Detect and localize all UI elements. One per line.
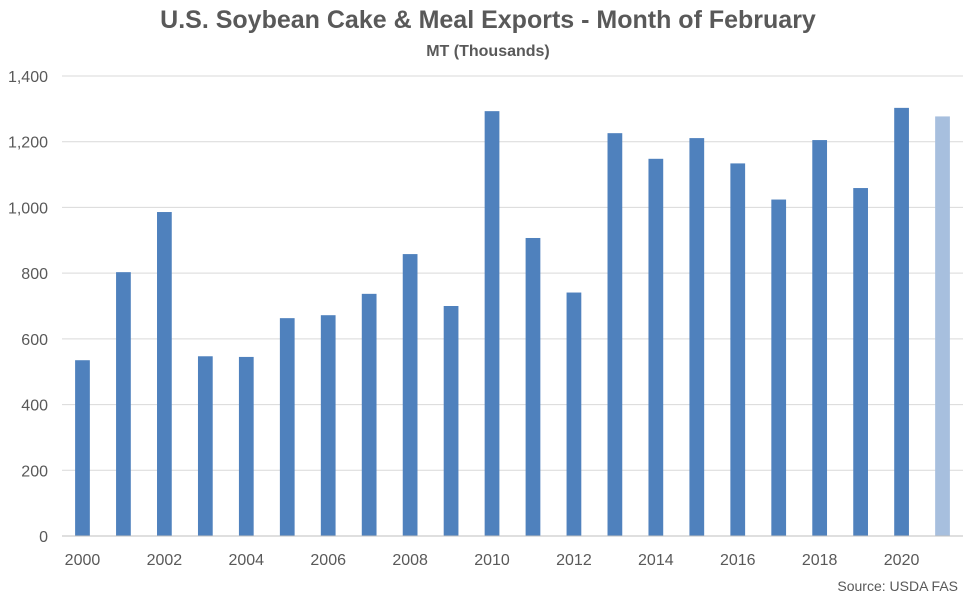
- y-tick-label: 600: [21, 332, 48, 349]
- bar-2010: [484, 111, 500, 537]
- bar-2019: [853, 188, 868, 537]
- x-tick-label: 2006: [310, 552, 346, 569]
- x-tick-label: 2020: [884, 552, 920, 569]
- y-tick-labels: 0 200 400 600 800 1,000 1,200 1,400: [8, 69, 48, 546]
- bar-2006: [320, 315, 336, 536]
- y-tick-label: 800: [21, 266, 48, 283]
- y-tick-label: 1,000: [8, 200, 48, 217]
- y-tick-label: 200: [21, 463, 48, 480]
- bar-2017: [771, 199, 787, 537]
- bar-2021: [935, 116, 950, 537]
- bar-2002: [157, 212, 172, 536]
- bar-2005: [279, 318, 295, 536]
- bar-2007: [361, 293, 377, 536]
- gridlines: [62, 75, 963, 471]
- bar-2001: [116, 272, 131, 536]
- x-tick-label: 2008: [392, 552, 428, 569]
- bar-2016: [730, 163, 746, 536]
- x-tick-label: 2014: [638, 552, 674, 569]
- x-tick-label: 2010: [474, 552, 510, 569]
- y-tick-label: 1,200: [8, 135, 48, 152]
- x-tick-label: 2018: [802, 552, 838, 569]
- x-tick-label: 2004: [228, 552, 264, 569]
- chart-title: U.S. Soybean Cake & Meal Exports - Month…: [160, 6, 816, 34]
- x-tick-label: 2012: [556, 552, 592, 569]
- y-tick-label: 0: [39, 529, 48, 546]
- bar-2014: [648, 158, 664, 537]
- y-tick-label: 1,400: [8, 69, 48, 86]
- bar-2012: [566, 292, 582, 536]
- bar-2011: [525, 237, 541, 536]
- y-tick-label: 400: [21, 398, 48, 415]
- bar-2004: [238, 356, 254, 536]
- bars: [75, 107, 950, 537]
- bar-2015: [689, 138, 705, 536]
- bar-2009: [443, 306, 459, 536]
- bar-2020: [894, 107, 909, 536]
- chart-subtitle: MT (Thousands): [426, 43, 550, 60]
- x-tick-label: 2016: [720, 552, 756, 569]
- bar-2013: [607, 133, 623, 536]
- bar-2003: [197, 356, 213, 536]
- x-tick-label: 2000: [65, 552, 101, 569]
- bar-2018: [812, 140, 828, 537]
- source-note: Source: USDA FAS: [837, 578, 958, 594]
- x-tick-label: 2002: [147, 552, 183, 569]
- x-tick-labels: 2000 2002 2004 2006 2008 2010 2012 2014 2016 2018…: [65, 552, 920, 569]
- bar-2008: [402, 254, 418, 537]
- bar-2000: [75, 360, 90, 536]
